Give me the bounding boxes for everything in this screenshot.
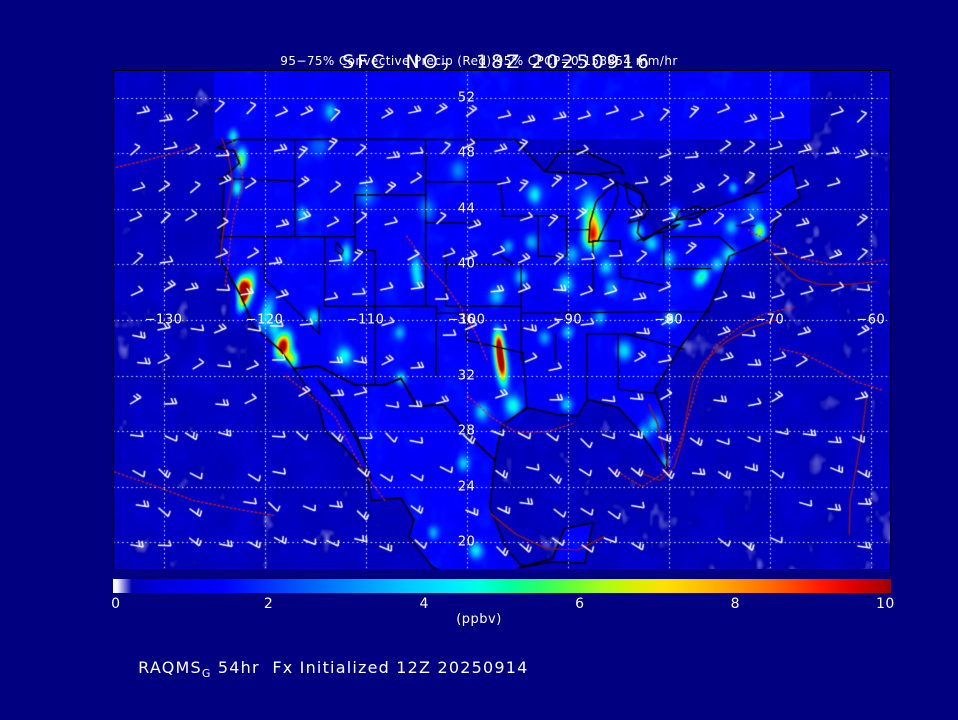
model-name-subscript: G <box>201 667 212 681</box>
colorbar-tick: 4 <box>419 596 429 612</box>
colorbar-tick: 6 <box>575 596 585 612</box>
colorbar-tick-labels: 0 2 4 6 8 10 <box>111 596 894 618</box>
model-name: RAQMS <box>138 658 202 677</box>
map-panel[interactable]: −130 −120 −110 −100 −90 −80 −70 −60 52 48 44 40 36 32… <box>113 70 891 570</box>
colorbar-tick: 2 <box>263 596 274 612</box>
footer-caption: RAQMSG 54hr Fx Initialized 12Z 20250914 <box>113 639 529 699</box>
map-frame <box>113 70 891 570</box>
colorbar-tick: 8 <box>730 596 741 612</box>
no2-concentration-heatmap[interactable] <box>113 70 891 570</box>
title-subscript: 2 <box>441 62 449 77</box>
subtitle: 95−75% Convective Precip (Red) 95% CPCP=… <box>280 54 678 68</box>
forecast-info: 54hr Fx Initialized 12Z 20250914 <box>211 658 529 677</box>
title-text: SFC NO <box>342 51 441 73</box>
colorbar <box>113 579 891 593</box>
colorbar-tick: 10 <box>875 596 895 612</box>
title-datetime: 18Z 20250916 <box>448 51 653 73</box>
page-title: SFC NO2 18Z 20250916 <box>0 29 958 99</box>
colorbar-unit-label: (ppbv) <box>456 612 502 627</box>
colorbar-tick: 0 <box>111 596 121 612</box>
